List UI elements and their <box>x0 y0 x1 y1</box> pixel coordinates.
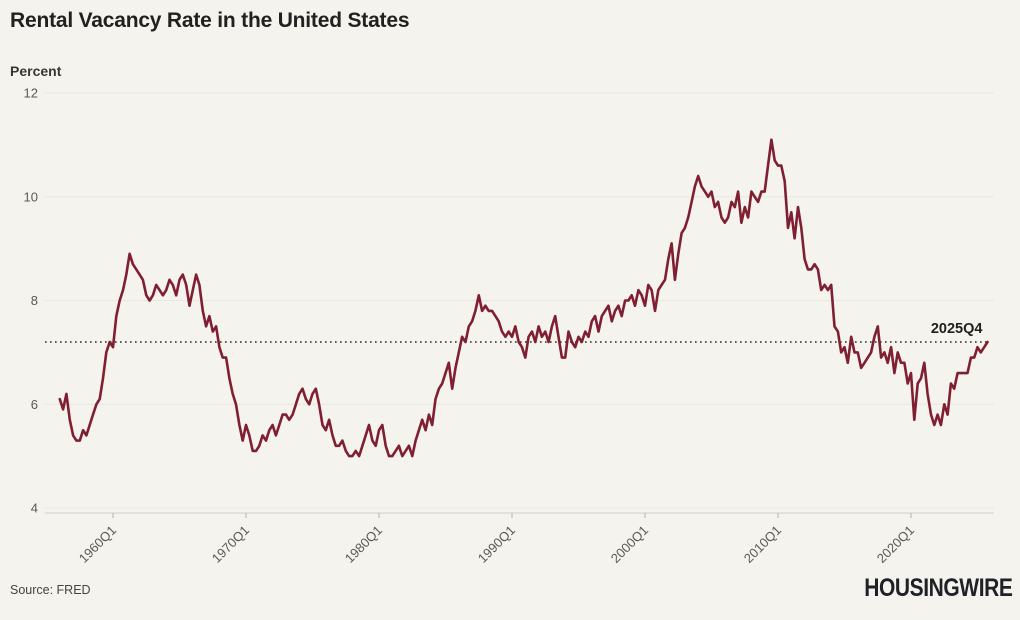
y-tick-label: 10 <box>24 189 38 204</box>
source-note: Source: FRED <box>10 583 91 597</box>
page-title: Rental Vacancy Rate in the United States <box>10 9 410 32</box>
x-tick-label: 2020Q1 <box>874 523 917 566</box>
x-tick-label: 1960Q1 <box>76 523 119 566</box>
y-axis-unit-label: Percent <box>10 63 62 79</box>
reference-period-label: 2025Q4 <box>931 321 983 337</box>
x-tick-label: 1980Q1 <box>342 523 385 566</box>
x-tick-label: 1970Q1 <box>209 523 252 566</box>
housingwire-logo: HOUSINGWIRE <box>836 574 1013 603</box>
x-tick-label: 2010Q1 <box>741 523 784 566</box>
x-tick-label: 2000Q1 <box>608 523 651 566</box>
y-tick-label: 12 <box>24 86 38 101</box>
housingwire-logo-text: HOUSINGWIRE <box>863 574 1013 602</box>
y-tick-label: 4 <box>31 501 38 516</box>
y-tick-label: 8 <box>31 293 38 308</box>
x-tick-label: 1990Q1 <box>475 523 518 566</box>
vacancy-rate-line <box>58 138 989 458</box>
y-tick-label: 6 <box>31 397 38 412</box>
